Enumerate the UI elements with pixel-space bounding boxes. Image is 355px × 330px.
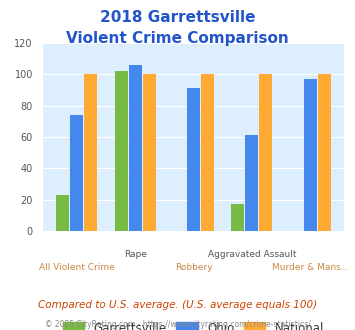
Bar [84, 74, 97, 231]
Bar [70, 115, 83, 231]
Text: Robbery: Robbery [175, 263, 212, 272]
Text: © 2025 CityRating.com - https://www.cityrating.com/crime-statistics/: © 2025 CityRating.com - https://www.city… [45, 320, 310, 329]
Bar [56, 195, 69, 231]
Legend: Garrettsville, Ohio, National: Garrettsville, Ohio, National [57, 316, 330, 330]
Text: 2018 Garrettsville: 2018 Garrettsville [100, 10, 255, 25]
Bar [187, 88, 200, 231]
Bar [201, 74, 214, 231]
Text: Violent Crime Comparison: Violent Crime Comparison [66, 31, 289, 46]
Text: Rape: Rape [124, 250, 147, 259]
Text: Compared to U.S. average. (U.S. average equals 100): Compared to U.S. average. (U.S. average … [38, 300, 317, 310]
Bar [231, 204, 244, 231]
Bar [260, 74, 272, 231]
Bar [245, 135, 258, 231]
Bar [304, 79, 317, 231]
Bar [129, 65, 142, 231]
Bar [115, 71, 127, 231]
Text: Aggravated Assault: Aggravated Assault [208, 250, 296, 259]
Text: All Violent Crime: All Violent Crime [39, 263, 115, 272]
Bar [143, 74, 155, 231]
Bar [318, 74, 331, 231]
Text: Murder & Mans...: Murder & Mans... [272, 263, 349, 272]
